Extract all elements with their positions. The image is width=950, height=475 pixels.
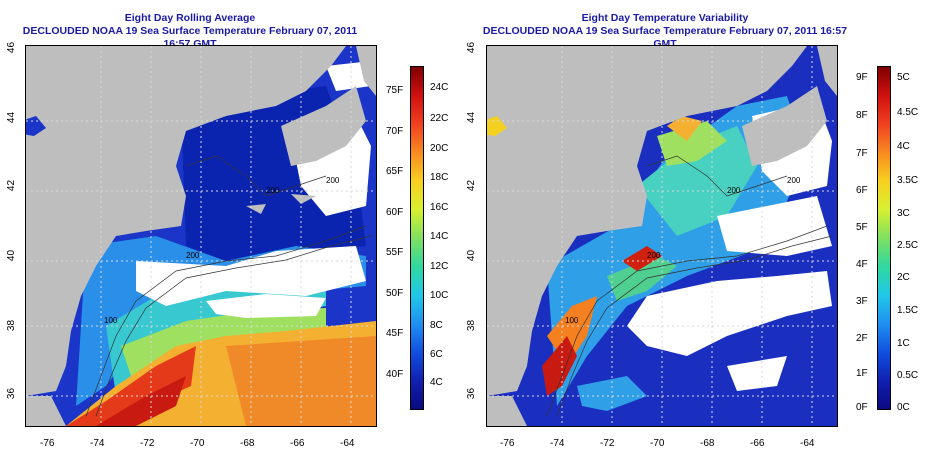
left-x-tick: -66: [290, 438, 305, 449]
left-x-tick: -70: [190, 438, 205, 449]
right-title-line1: Eight Day Temperature Variability: [581, 12, 749, 24]
right-cb-c-label: 0C: [897, 402, 910, 413]
left-title-line1: Eight Day Rolling Average: [124, 12, 256, 24]
right-cb-f-label: 5F: [856, 222, 868, 233]
left-contour-label: 200: [186, 251, 200, 260]
right-cb-c-label: 1C: [897, 338, 910, 349]
right-cb-f-label: 9F: [856, 72, 868, 83]
left-contour-label: 200: [326, 176, 340, 185]
left-sst-map: 200 200 200 100: [25, 45, 377, 427]
right-cb-c-label: 3.5C: [897, 175, 919, 186]
right-y-tick: 40: [466, 249, 478, 262]
right-cb-c-label: 5C: [897, 72, 910, 83]
right-x-tick: -72: [600, 438, 615, 449]
left-cb-c-label: 10C: [430, 290, 449, 301]
right-y-tick: 44: [466, 111, 478, 124]
right-variability-map: 200 200 200 100: [486, 45, 838, 427]
right-colorbar: [877, 66, 891, 410]
right-cb-f-label: 7F: [856, 148, 868, 159]
right-x-tick: -70: [650, 438, 665, 449]
left-cb-f-label: 60F: [386, 207, 404, 218]
left-cb-c-label: 24C: [430, 82, 449, 93]
right-cb-f-label: 4F: [856, 259, 868, 270]
right-contour-label: 200: [647, 251, 661, 260]
left-cb-c-label: 20C: [430, 143, 449, 154]
left-colorbar: [410, 66, 424, 410]
right-y-tick: 42: [466, 179, 478, 192]
left-cb-c-label: 14C: [430, 231, 449, 242]
left-y-tick: 40: [6, 249, 18, 262]
left-cb-f-label: 50F: [386, 288, 404, 299]
left-cb-c-label: 16C: [430, 202, 449, 213]
left-cb-f-label: 70F: [386, 126, 404, 137]
right-x-tick: -74: [550, 438, 565, 449]
left-x-tick: -76: [40, 438, 55, 449]
left-cb-c-label: 4C: [430, 377, 443, 388]
left-cb-c-label: 22C: [430, 113, 449, 124]
left-y-tick: 38: [6, 319, 18, 332]
left-contour-label: 100: [104, 316, 118, 325]
left-cb-c-label: 12C: [430, 261, 449, 272]
right-y-tick: 46: [466, 41, 478, 54]
left-y-tick: 46: [6, 41, 18, 54]
left-x-tick: -74: [90, 438, 105, 449]
right-contour-label: 100: [565, 316, 579, 325]
left-y-tick: 42: [6, 179, 18, 192]
right-cb-c-label: 3C: [897, 208, 910, 219]
right-map-svg: [487, 46, 837, 426]
right-cb-c-label: 2C: [897, 272, 910, 283]
left-cb-c-label: 8C: [430, 320, 443, 331]
left-x-tick: -64: [340, 438, 355, 449]
right-cb-f-label: 8F: [856, 110, 868, 121]
left-cb-f-label: 65F: [386, 166, 404, 177]
right-x-tick: -64: [800, 438, 815, 449]
left-map-svg: [26, 46, 376, 426]
left-cb-f-label: 40F: [386, 369, 404, 380]
left-cb-f-label: 55F: [386, 247, 404, 258]
right-contour-label: 200: [787, 176, 801, 185]
right-contour-label: 200: [727, 186, 741, 195]
right-x-tick: -68: [700, 438, 715, 449]
right-cb-c-label: 1.5C: [897, 305, 919, 316]
right-x-tick: -66: [750, 438, 765, 449]
left-cb-c-label: 6C: [430, 349, 443, 360]
right-y-tick: 36: [466, 387, 478, 400]
right-cb-c-label: 4C: [897, 141, 910, 152]
right-cb-f-label: 0F: [856, 402, 868, 413]
left-y-tick: 44: [6, 111, 18, 124]
left-contour-label: 200: [266, 186, 280, 195]
left-cb-c-label: 18C: [430, 172, 449, 183]
right-cb-f-label: 6F: [856, 185, 868, 196]
right-cb-c-label: 2.5C: [897, 240, 919, 251]
left-x-tick: -68: [240, 438, 255, 449]
right-cb-f-label: 1F: [856, 368, 868, 379]
right-y-tick: 38: [466, 319, 478, 332]
left-cb-f-label: 45F: [386, 328, 404, 339]
right-cb-c-label: 4.5C: [897, 107, 919, 118]
left-cb-f-label: 75F: [386, 85, 404, 96]
right-cb-c-label: 0.5C: [897, 370, 919, 381]
right-cb-f-label: 3F: [856, 296, 868, 307]
left-y-tick: 36: [6, 387, 18, 400]
right-x-tick: -76: [500, 438, 515, 449]
right-cb-f-label: 2F: [856, 333, 868, 344]
left-x-tick: -72: [140, 438, 155, 449]
